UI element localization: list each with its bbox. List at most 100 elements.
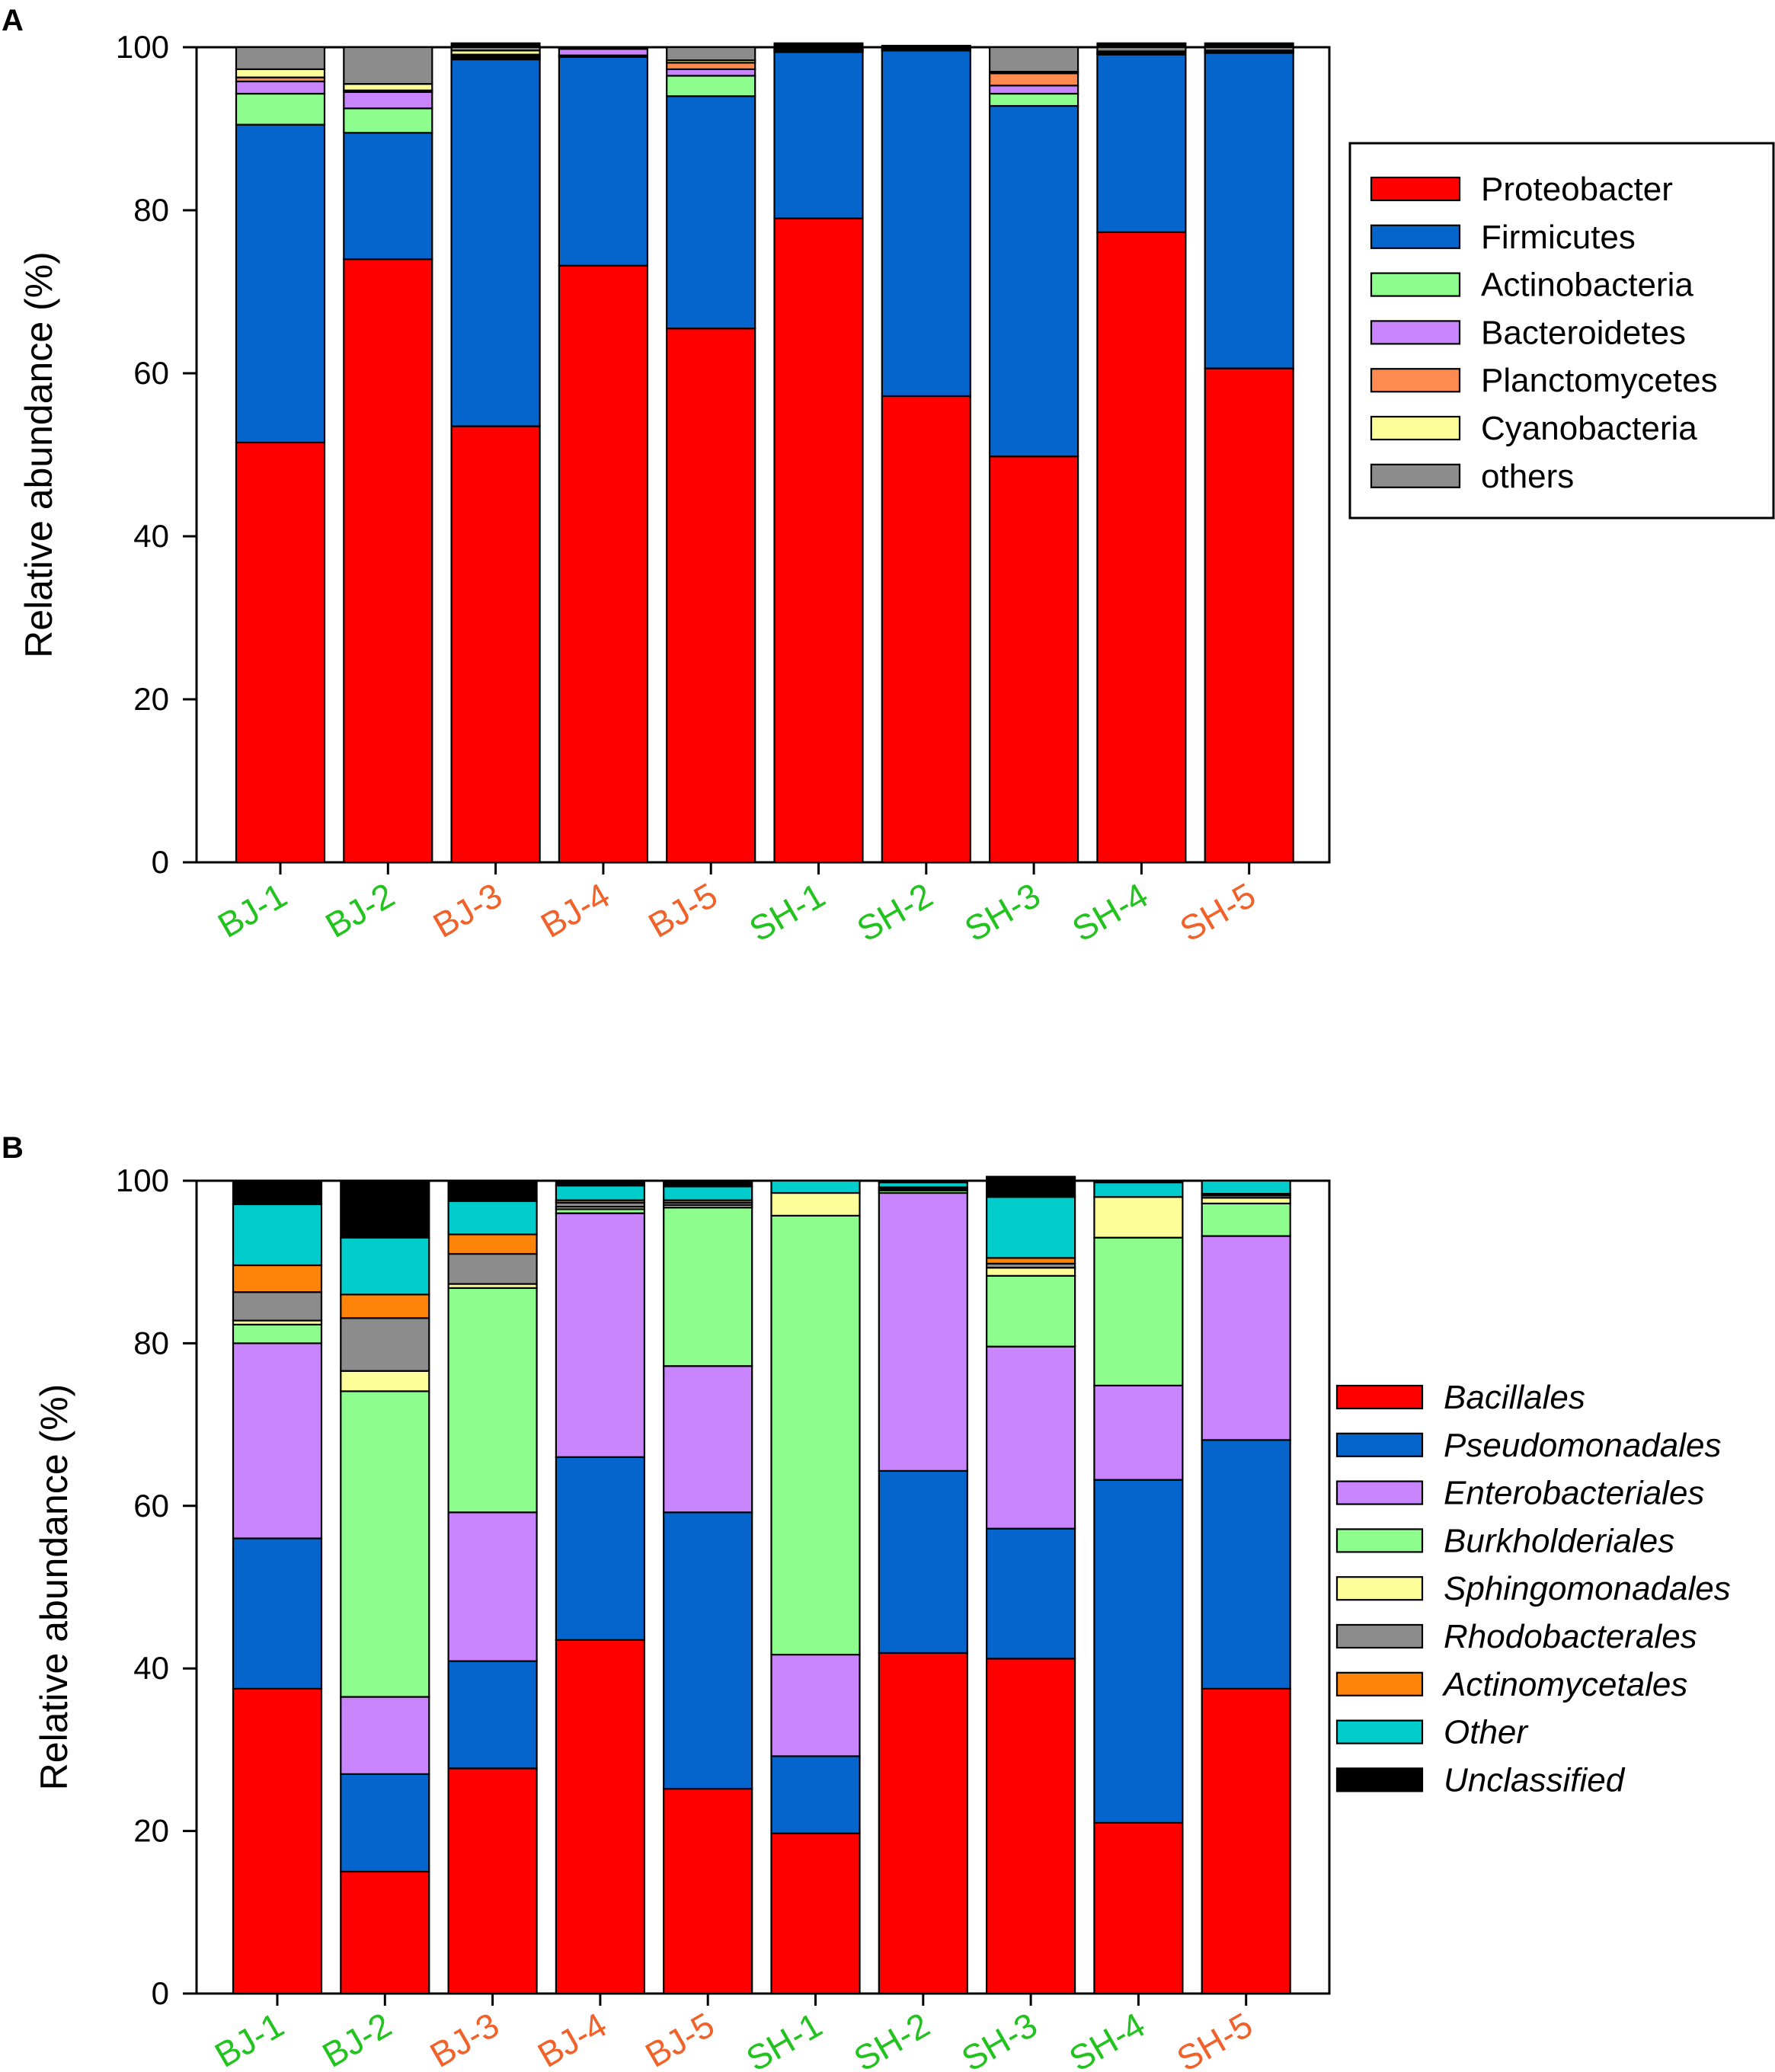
bar-stack-bj-5 (666, 46, 756, 864)
bar-segment-pseudomonadales-sh-5 (1201, 1439, 1291, 1690)
legend-label-other: Other (1444, 1714, 1529, 1751)
bar-stack-sh-3 (988, 46, 1079, 864)
bar-segment-cyanobacteria-bj-4 (558, 46, 649, 50)
bar-segment-actinomycetales-bj-3 (447, 1233, 538, 1255)
legend-label-enterobacteriales: Enterobacteriales (1444, 1475, 1704, 1512)
legend-swatch-rhodobacterales (1335, 1623, 1424, 1649)
bar-segment-firmicutes-sh-3 (988, 104, 1079, 458)
x-tick-label-bj-3: BJ-3 (424, 2005, 506, 2072)
legend-swatch-planctomycetes (1370, 368, 1461, 393)
bar-stack-bj-4 (555, 1179, 646, 1995)
bar-segment-other-bj-3 (447, 1200, 538, 1236)
legend-swatch-other (1335, 1719, 1424, 1744)
bar-segment-bacteroidetes-bj-5 (666, 68, 756, 77)
x-tick-label-sh-4: SH-4 (1063, 2005, 1152, 2072)
bar-segment-unclassified-sh-4 (1093, 1179, 1184, 1184)
legend-swatch-firmicutes (1370, 224, 1461, 249)
bar-segment-actinomycetales-sh-3 (985, 1257, 1076, 1265)
y-tick-label-40: 40 (133, 1650, 169, 1686)
legend: Proteobacter Firmicutes Actinobacteria Bact… (1370, 171, 1718, 495)
legend-swatch-enterobacteriales (1335, 1480, 1424, 1505)
bar-segment-other-sh-4 (1093, 1181, 1184, 1198)
bar-segment-burkholderiales-bj-5 (663, 1207, 753, 1367)
legend-label-actinomycetales: Actinomycetales (1441, 1666, 1687, 1703)
bar-segment-bacillales-sh-1 (770, 1832, 861, 1995)
bar-segment-firmicutes-sh-2 (881, 50, 971, 398)
y-tick-label-60: 60 (133, 1488, 169, 1524)
bar-segment-actinomycetales-bj-1 (232, 1264, 323, 1293)
legend-label-bacillales: Bacillales (1444, 1379, 1585, 1416)
bar-segment-firmicutes-bj-4 (558, 56, 649, 267)
bar-segment-sphingomonadales-bj-2 (340, 1370, 430, 1393)
bar-segment-enterobacteriales-bj-4 (555, 1212, 646, 1458)
bar-segment-rhodobacterales-bj-1 (232, 1291, 323, 1322)
legend-swatch-bacteroidetes (1370, 320, 1461, 345)
legend-swatch-bacillales (1335, 1384, 1424, 1410)
legend-swatch-others (1370, 463, 1461, 488)
bar-segment-other-bj-1 (232, 1203, 323, 1267)
bar-segment-proteobacter-sh-5 (1204, 367, 1294, 864)
bar-segment-rhodobacterales-bj-2 (340, 1317, 430, 1372)
bar-segment-pseudomonadales-sh-1 (770, 1755, 861, 1834)
bar-segment-unclassified-bj-1 (232, 1179, 323, 1206)
bar-stack-sh-2 (881, 44, 971, 864)
x-tick-label-bj-4: BJ-4 (531, 2005, 613, 2072)
bar-segment-sphingomonadales-sh-4 (1093, 1196, 1184, 1239)
bar-segment-cyanobacteria-bj-2 (343, 83, 433, 91)
y-tick-label-20: 20 (133, 1813, 169, 1849)
bar-segment-proteobacter-sh-3 (988, 456, 1079, 864)
bar-segment-bacteroidetes-bj-2 (343, 91, 433, 110)
bar-segment-firmicutes-bj-5 (666, 95, 756, 330)
y-tick-label-60: 60 (133, 355, 169, 391)
bar-segment-enterobacteriales-sh-2 (878, 1191, 968, 1472)
bar-segment-enterobacteriales-sh-4 (1093, 1384, 1184, 1481)
bar-stack-sh-4 (1096, 42, 1187, 864)
x-tick-label-sh-1: SH-1 (740, 2005, 829, 2072)
bar-segment-proteobacter-bj-4 (558, 264, 649, 864)
legend-swatch-cyanobacteria (1370, 415, 1461, 441)
panel-label-a: A (2, 4, 24, 37)
bar-segment-firmicutes-bj-1 (235, 123, 326, 444)
panel-a-chart: A BJ-1 BJ-2 BJ-3 BJ-4 BJ-5 SH-1 SH-2 SH-3 SH-4 SH-… (2, 4, 1775, 949)
bar-segment-bacillales-sh-4 (1093, 1821, 1184, 1995)
y-tick-label-100: 100 (116, 1162, 169, 1198)
bar-segment-firmicutes-sh-5 (1204, 52, 1294, 369)
bar-segment-unclassified-bj-5 (663, 1179, 753, 1188)
bar-segment-proteobacter-bj-5 (666, 328, 756, 864)
bar-stack-sh-5 (1204, 42, 1294, 864)
bar-segment-proteobacter-bj-3 (450, 425, 541, 864)
bar-segment-bacillales-bj-3 (447, 1767, 538, 1995)
x-tick-label-sh-1: SH-1 (743, 875, 832, 949)
bar-segment-enterobacteriales-sh-3 (985, 1345, 1076, 1530)
bar-segment-pseudomonadales-bj-1 (232, 1537, 323, 1690)
y-tick-label-40: 40 (133, 518, 169, 554)
bar-segment-bacillales-bj-4 (555, 1639, 646, 1995)
bar-segment-top-bj-3 (450, 42, 541, 49)
bar-segment-enterobacteriales-bj-3 (447, 1511, 538, 1662)
bar-segment-burkholderiales-sh-3 (985, 1274, 1076, 1348)
bar-segment-bacteroidetes-bj-1 (235, 80, 326, 95)
bar-stack-sh-5 (1201, 1179, 1291, 1995)
bar-stack-bj-1 (232, 1179, 323, 1995)
x-tick-label-bj-1: BJ-1 (211, 875, 293, 945)
legend-swatch-pseudomonadales (1335, 1432, 1424, 1457)
bar-stack-bj-3 (450, 42, 541, 864)
bar-segment-other-bj-4 (555, 1185, 646, 1201)
bar-segment-sphingomonadales-sh-1 (770, 1191, 861, 1217)
bar-segment-others-bj-5 (666, 46, 756, 62)
bar-segment-top-sh-1 (773, 42, 864, 49)
x-tick-label-sh-5: SH-5 (1173, 875, 1262, 949)
bar-segment-burkholderiales-bj-1 (232, 1323, 323, 1345)
x-tick-label-bj-5: BJ-5 (641, 875, 724, 945)
legend: Bacillales Pseudomonadales Enterobacterial… (1335, 1379, 1731, 1799)
bar-segment-proteobacter-bj-1 (235, 441, 326, 864)
legend-label-planctomycetes: Planctomycetes (1481, 362, 1718, 399)
bar-segment-burkholderiales-sh-1 (770, 1214, 861, 1656)
bar-segment-burkholderiales-bj-2 (340, 1390, 430, 1698)
bar-segment-others-bj-2 (343, 46, 433, 85)
x-tick-label-sh-5: SH-5 (1170, 2005, 1259, 2072)
bar-stack-bj-4 (558, 46, 649, 864)
bar-segment-actinobacteria-sh-3 (988, 92, 1079, 107)
bar-segment-actinobacteria-bj-5 (666, 75, 756, 98)
legend-label-unclassified: Unclassified (1444, 1761, 1626, 1799)
